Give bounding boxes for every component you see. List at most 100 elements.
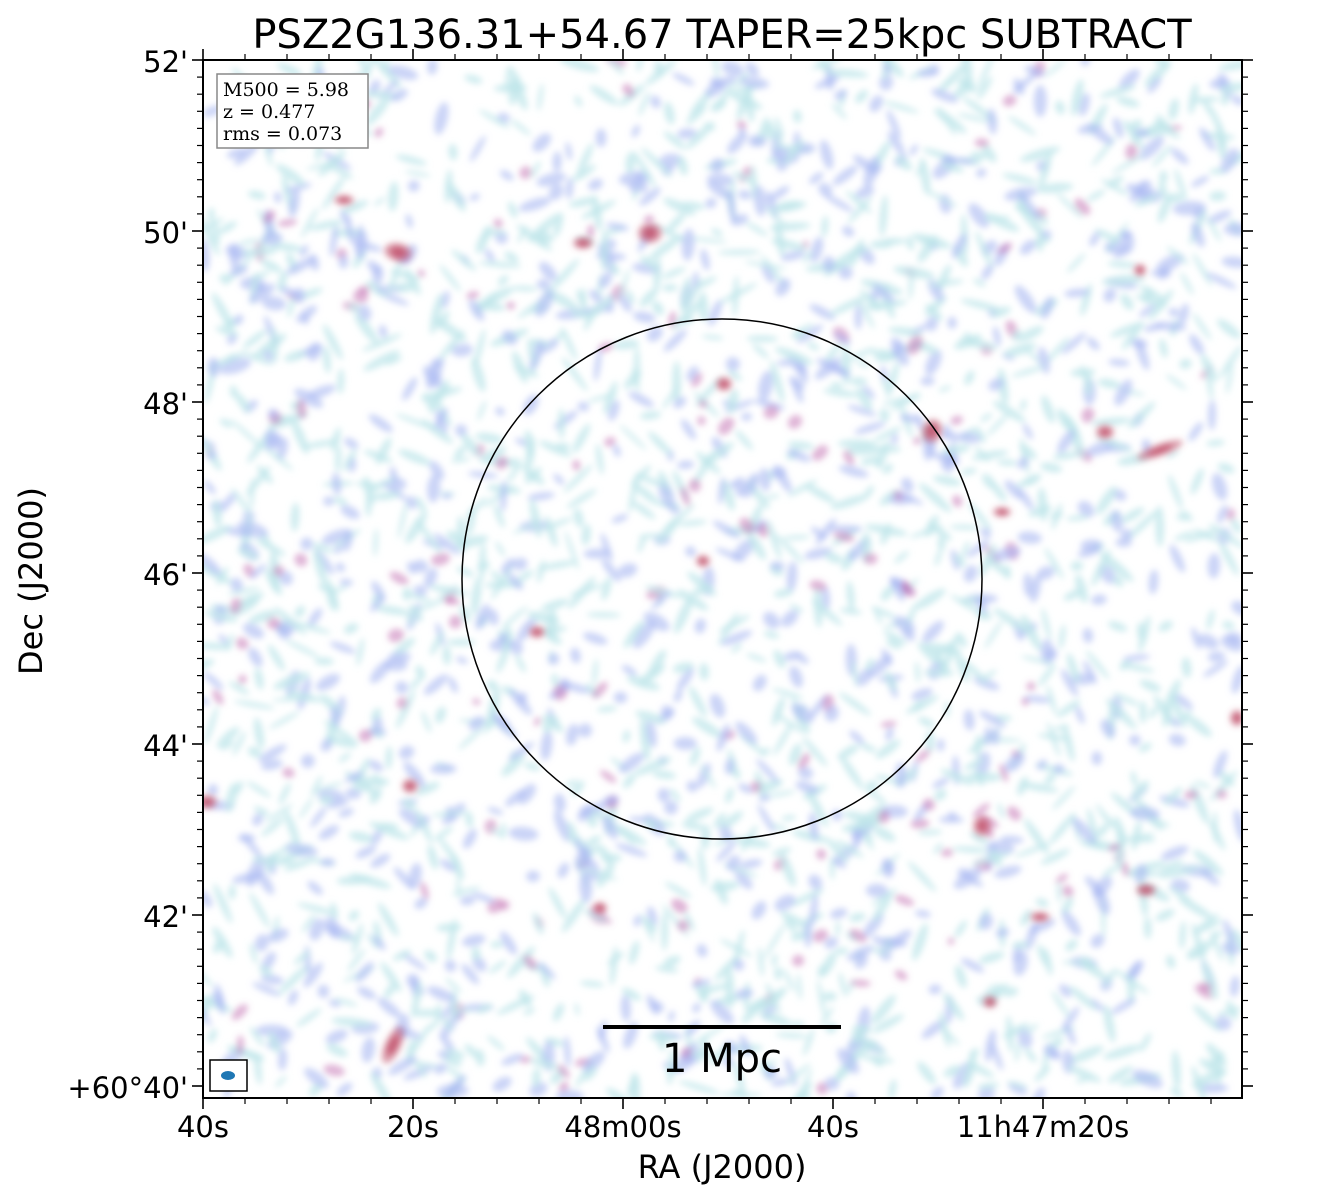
- noise-blob: [733, 1061, 746, 1095]
- noise-blob: [672, 72, 695, 86]
- noise-blob: [490, 941, 503, 948]
- noise-blob: [340, 505, 360, 520]
- noise-blob: [884, 671, 897, 692]
- noise-blob: [225, 244, 249, 260]
- noise-blob: [278, 626, 292, 640]
- noise-blob: [1020, 399, 1027, 412]
- noise-blob: [655, 965, 679, 973]
- noise-blob: [1015, 477, 1037, 488]
- noise-blob: [773, 465, 792, 493]
- noise-blob: [1200, 869, 1220, 886]
- noise-blob: [574, 95, 583, 107]
- noise-blob: [253, 717, 265, 749]
- noise-blob: [954, 920, 968, 938]
- noise-blob: [1217, 504, 1228, 524]
- noise-blob: [1153, 321, 1187, 331]
- noise-blob: [326, 585, 338, 611]
- noise-blob: [539, 440, 572, 457]
- noise-blob: [253, 333, 287, 359]
- noise-blob: [865, 883, 888, 898]
- noise-blob: [952, 846, 990, 853]
- noise-blob: [1130, 806, 1160, 821]
- noise-blob: [403, 1065, 434, 1081]
- noise-blob: [553, 473, 565, 485]
- noise-blob: [309, 253, 320, 271]
- noise-blob: [1208, 523, 1242, 549]
- noise-blob: [1206, 439, 1225, 447]
- noise-blob: [1207, 210, 1232, 224]
- noise-blob: [599, 272, 612, 288]
- noise-blob: [1184, 790, 1198, 800]
- noise-blob: [686, 121, 715, 150]
- noise-blob: [645, 585, 681, 598]
- noise-blob: [247, 746, 262, 758]
- noise-blob: [1081, 407, 1095, 423]
- noise-blob: [225, 783, 238, 813]
- noise-blob: [1218, 539, 1239, 576]
- noise-blob: [1068, 986, 1098, 1011]
- noise-blob: [204, 610, 238, 623]
- noise-blob: [586, 224, 595, 239]
- noise-blob: [621, 664, 637, 677]
- noise-blob: [241, 833, 264, 860]
- noise-blob: [395, 413, 436, 430]
- noise-blob: [732, 171, 755, 184]
- noise-blob: [402, 377, 418, 401]
- noise-blob: [699, 663, 709, 681]
- noise-blob: [911, 688, 933, 701]
- noise-blob: [526, 870, 540, 883]
- noise-blob: [1064, 288, 1090, 298]
- noise-blob: [357, 986, 377, 1000]
- noise-blob: [848, 239, 865, 268]
- noise-blob: [945, 64, 966, 87]
- noise-blob: [1068, 420, 1085, 459]
- noise-blob: [1218, 770, 1235, 787]
- noise-blob: [943, 1065, 962, 1077]
- noise-blob: [536, 172, 567, 187]
- noise-blob: [409, 676, 422, 690]
- noise-blob: [223, 526, 252, 537]
- noise-blob: [608, 399, 620, 422]
- noise-blob: [282, 767, 295, 778]
- x-tick-label: 40s: [177, 1110, 229, 1144]
- noise-blob: [442, 1056, 462, 1067]
- noise-blob: [853, 154, 879, 175]
- noise-blob: [706, 173, 735, 186]
- noise-blob: [715, 82, 734, 111]
- noise-blob: [769, 222, 811, 231]
- noise-blob: [894, 969, 908, 981]
- noise-blob: [819, 1006, 834, 1028]
- noise-blob: [396, 696, 408, 710]
- noise-blob: [591, 195, 603, 232]
- noise-blob: [557, 1064, 570, 1079]
- noise-blob: [588, 178, 603, 191]
- noise-blob: [767, 519, 782, 560]
- noise-blob: [272, 697, 313, 702]
- noise-blob: [400, 952, 427, 971]
- noise-blob: [427, 986, 456, 1002]
- noise-blob: [635, 474, 670, 488]
- r500-circle: [461, 318, 983, 840]
- y-tick-labels: 52'50'48'46'44'42'+60°40': [67, 45, 188, 1105]
- noise-blob: [373, 491, 400, 501]
- noise-blob: [354, 313, 379, 344]
- noise-blob: [387, 257, 403, 297]
- noise-blob: [304, 1067, 329, 1089]
- noise-blob: [335, 445, 342, 473]
- noise-blob: [398, 449, 432, 466]
- noise-blob: [500, 558, 516, 574]
- noise-blob: [404, 592, 433, 603]
- noise-blob: [712, 60, 719, 79]
- noise-blob: [835, 920, 841, 937]
- noise-blob: [1191, 627, 1202, 650]
- noise-blob: [763, 922, 786, 959]
- noise-blob: [638, 91, 650, 116]
- noise-blob: [537, 560, 579, 571]
- noise-blob: [277, 218, 298, 227]
- noise-blob: [580, 287, 587, 317]
- noise-blob: [838, 692, 872, 716]
- noise-blob: [1186, 940, 1215, 958]
- noise-blob: [207, 357, 220, 377]
- noise-blob: [323, 720, 359, 745]
- noise-blob: [1089, 232, 1100, 247]
